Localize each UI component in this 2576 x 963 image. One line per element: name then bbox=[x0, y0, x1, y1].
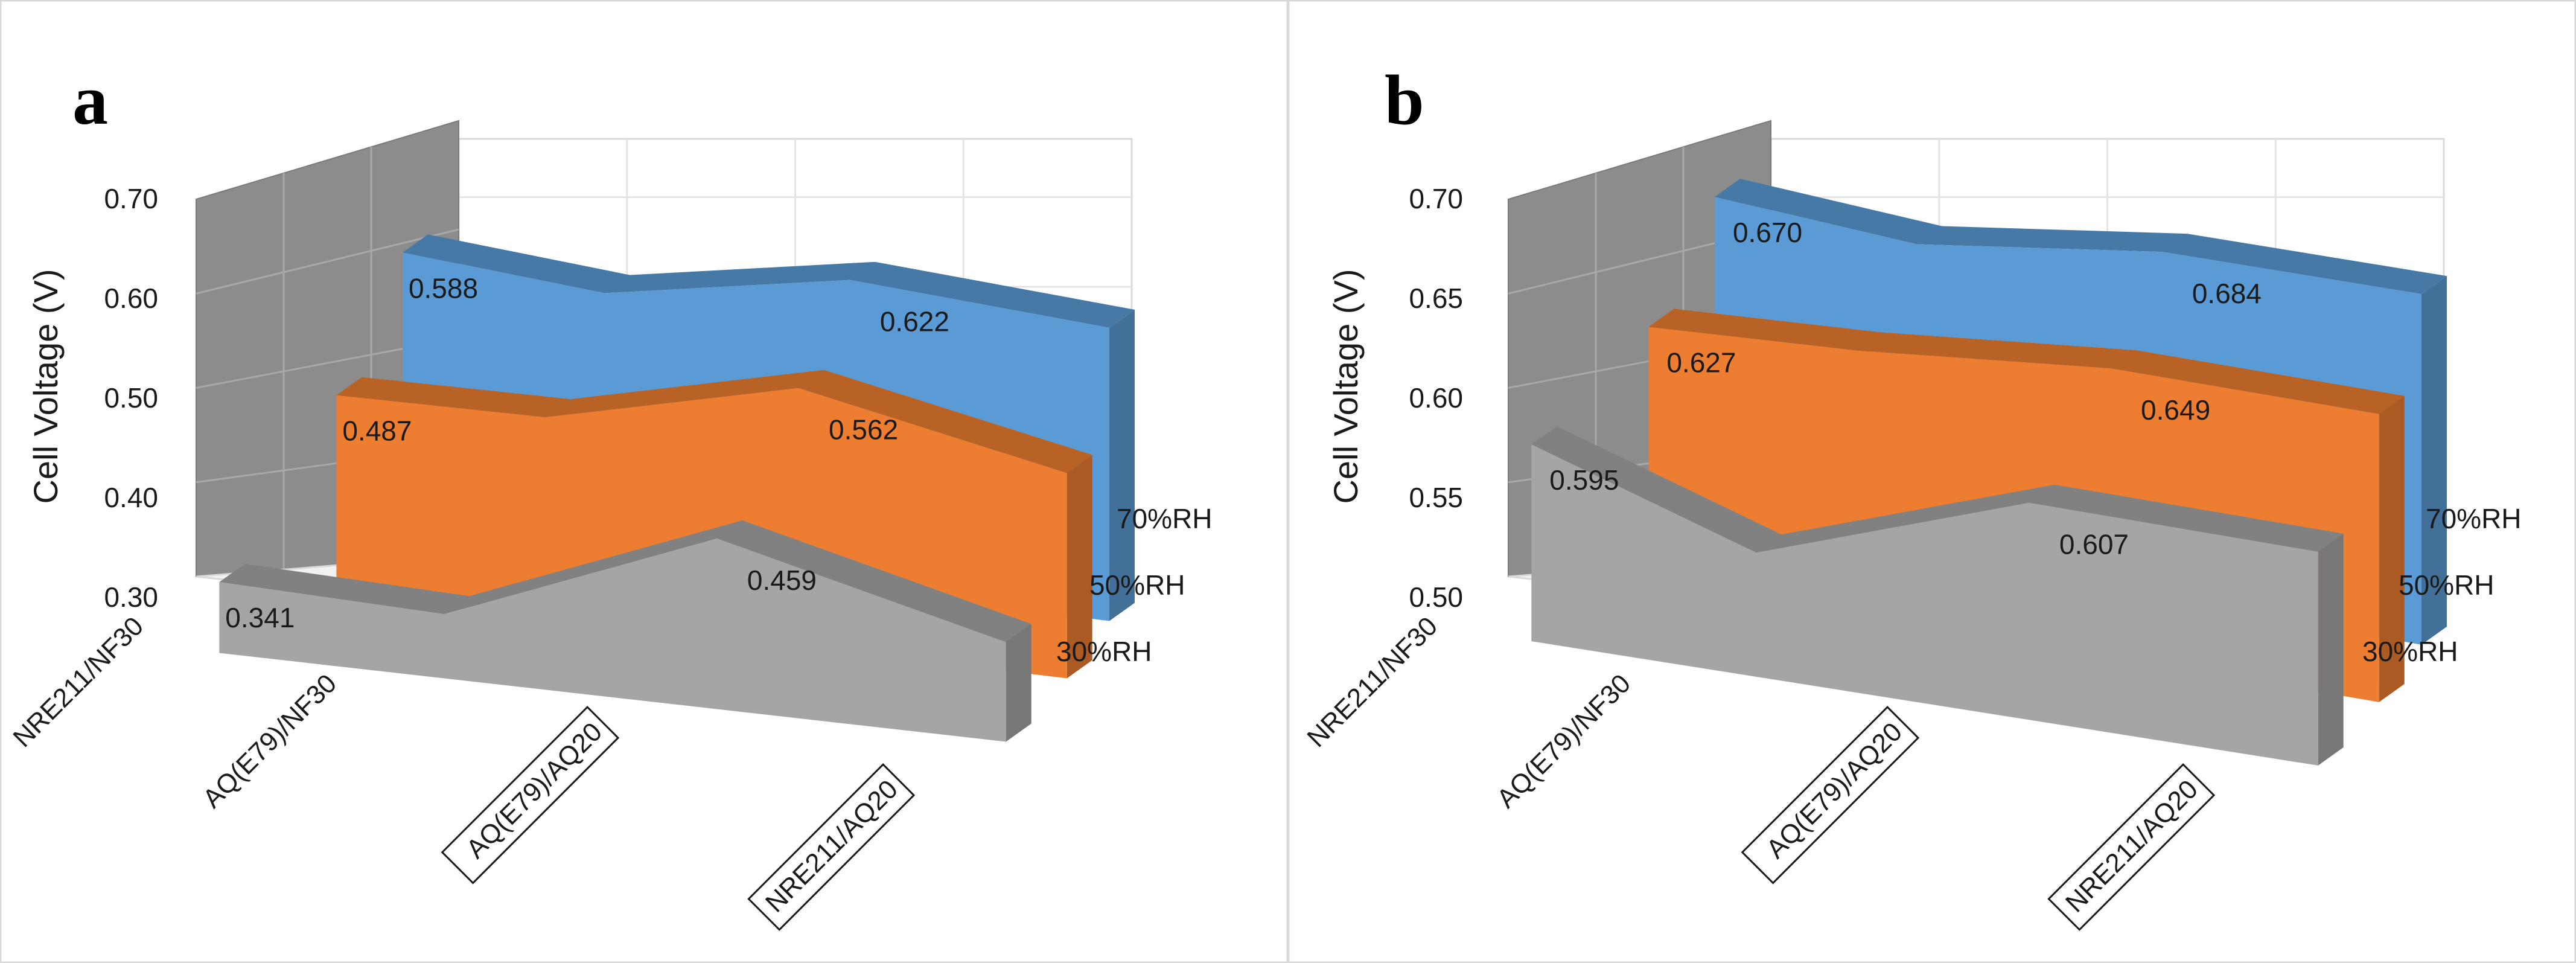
data-label: 0.670 bbox=[1733, 217, 1802, 248]
y-tick-label: 0.70 bbox=[1409, 183, 1463, 214]
depth-axis-label: 30%RH bbox=[1056, 636, 1152, 667]
data-label: 0.595 bbox=[1549, 464, 1619, 496]
series-top bbox=[219, 520, 1031, 642]
series-side bbox=[1006, 624, 1031, 742]
data-label: 0.459 bbox=[747, 565, 817, 596]
y-tick-label: 0.55 bbox=[1409, 482, 1463, 513]
chart-panel-b: 0.670 0.684 0.627 0.649 0.595 0.607 0.70 0.65 0.… bbox=[1288, 0, 2576, 963]
series-top bbox=[336, 370, 1092, 473]
side-gridline bbox=[196, 228, 459, 295]
depth-axis-label: 30%RH bbox=[2362, 636, 2458, 667]
depth-axis-label: 70%RH bbox=[2426, 503, 2522, 534]
series-top bbox=[403, 234, 1135, 328]
y-tick-label: 0.60 bbox=[1409, 382, 1463, 414]
data-label: 0.588 bbox=[409, 272, 478, 304]
data-label: 0.649 bbox=[2141, 394, 2210, 426]
y-axis-title: Cell Voltage (V) bbox=[27, 269, 65, 504]
series-side bbox=[2421, 276, 2447, 645]
data-label: 0.684 bbox=[2192, 278, 2262, 309]
chart-b-svg: 0.670 0.684 0.627 0.649 0.595 0.607 0.70 0.65 0.… bbox=[1288, 0, 2576, 963]
data-label: 0.607 bbox=[2059, 529, 2129, 560]
data-label: 0.622 bbox=[880, 306, 949, 338]
x-category-box bbox=[1741, 706, 1920, 885]
y-tick-label: 0.70 bbox=[104, 183, 158, 214]
y-axis-title: Cell Voltage (V) bbox=[1327, 269, 1365, 504]
series-front bbox=[219, 538, 1006, 742]
series-top bbox=[1715, 179, 2447, 295]
chart-a-svg: 0.588 0.622 0.487 0.562 0.341 0.459 0.70 0.60 0.… bbox=[0, 0, 1288, 963]
panel-letter: b bbox=[1385, 60, 1424, 139]
chart-panel-a: 0.588 0.622 0.487 0.562 0.341 0.459 0.70 0.60 0.… bbox=[0, 0, 1288, 963]
y-tick-label: 0.30 bbox=[104, 581, 158, 613]
data-label: 0.487 bbox=[342, 415, 412, 447]
series-side bbox=[2318, 533, 2344, 766]
y-tick-label: 0.50 bbox=[104, 382, 158, 414]
y-tick-label: 0.65 bbox=[1409, 283, 1463, 314]
panel-letter: a bbox=[72, 60, 108, 139]
series-top bbox=[1531, 426, 2344, 553]
series-top bbox=[1648, 309, 2405, 414]
y-tick-label: 0.60 bbox=[104, 283, 158, 314]
depth-axis-label: 70%RH bbox=[1117, 503, 1213, 534]
y-tick-label: 0.40 bbox=[104, 482, 158, 513]
depth-axis-label: 50%RH bbox=[2399, 569, 2495, 601]
x-category-box bbox=[2047, 763, 2216, 931]
series-side bbox=[2379, 395, 2405, 702]
data-label: 0.627 bbox=[1666, 347, 1736, 379]
data-label: 0.562 bbox=[829, 414, 898, 446]
x-category-box bbox=[441, 706, 620, 885]
data-label: 0.341 bbox=[225, 602, 295, 633]
series-front bbox=[1531, 444, 2318, 766]
y-tick-label: 0.50 bbox=[1409, 581, 1463, 613]
series-side bbox=[1066, 455, 1092, 679]
series-side bbox=[1109, 309, 1135, 621]
series-30pctRH: 0.341 0.459 bbox=[219, 520, 1031, 742]
x-category-box bbox=[747, 763, 916, 931]
depth-axis-label: 50%RH bbox=[1089, 569, 1185, 601]
series-30pctRH: 0.595 0.607 bbox=[1531, 426, 2344, 766]
